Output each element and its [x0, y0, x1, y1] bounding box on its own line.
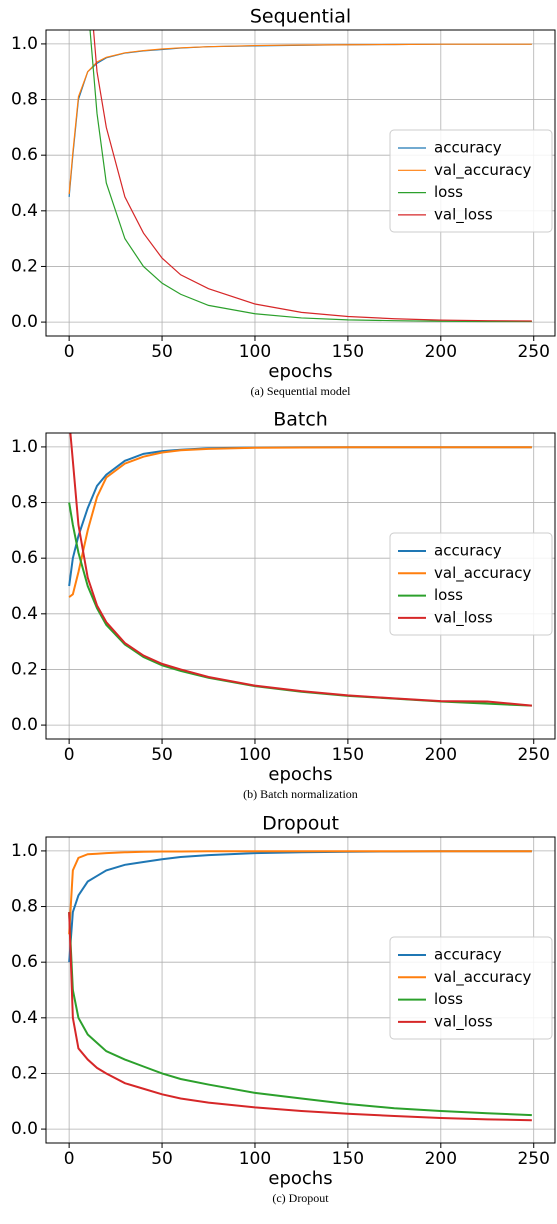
x-tick-label: 0	[64, 745, 75, 765]
y-tick-label: 0.6	[11, 548, 38, 568]
legend-label: accuracy	[434, 139, 502, 157]
series-line	[69, 433, 532, 707]
x-tick-label: 0	[64, 342, 75, 362]
x-tick-label: 250	[517, 342, 549, 362]
legend-box	[389, 129, 553, 233]
y-tick-label: 0.0	[11, 715, 38, 735]
y-tick-label: 0.0	[11, 1119, 38, 1139]
x-axis-label: epochs	[268, 1168, 332, 1189]
legend-box	[389, 532, 553, 636]
legend-label: accuracy	[434, 542, 502, 560]
subplot: Batch 0 50 100 150 200 250 0.0 0.2 0.4 0.6 0.8 1.0 ep…	[11, 409, 556, 801]
caption: (a) Sequential model	[251, 384, 352, 398]
series-line	[68, 912, 532, 1122]
y-tick-label: 0.6	[11, 145, 38, 165]
x-tick-label: 150	[332, 342, 364, 362]
y-tick-label: 0.4	[11, 201, 38, 221]
legend-label: val_accuracy	[434, 161, 532, 180]
y-tick-label: 0.2	[11, 1063, 38, 1083]
y-tick-label: 0.2	[11, 659, 38, 679]
x-tick-label: 200	[425, 342, 457, 362]
subplot: Sequential 0 50 100 150 200 250 0.0 0.2 0.4 0.6 0.8…	[11, 6, 556, 398]
x-tick-label: 150	[332, 1149, 364, 1169]
y-tick-label: 0.0	[11, 312, 38, 332]
chart-title: Batch	[273, 409, 328, 431]
subplot: Dropout 0 50 100 150 200 250 0.0 0.2 0.4 0.6 0.8 1.0…	[11, 813, 556, 1205]
y-tick-label: 0.2	[11, 256, 38, 276]
x-tick-label: 50	[151, 745, 173, 765]
legend-box	[389, 936, 553, 1040]
x-tick-label: 50	[151, 342, 173, 362]
caption: (b) Batch normalization	[243, 787, 358, 801]
legend-label: loss	[434, 586, 463, 604]
x-tick-label: 150	[332, 745, 364, 765]
x-tick-label: 250	[517, 1149, 549, 1169]
legend-label: val_loss	[434, 205, 493, 224]
series-line	[89, 30, 532, 323]
axes-frame	[45, 836, 556, 1144]
axes-frame	[45, 432, 556, 740]
legend-label: loss	[434, 183, 463, 201]
series-line	[92, 30, 532, 322]
legend-label: val_loss	[434, 608, 493, 627]
x-tick-label: 0	[64, 1149, 75, 1169]
legend-label: val_loss	[434, 1012, 493, 1031]
legend-label: accuracy	[434, 946, 502, 964]
x-tick-label: 100	[239, 1149, 271, 1169]
chart-title: Sequential	[250, 6, 351, 28]
legend-label: loss	[434, 990, 463, 1008]
x-tick-label: 100	[239, 745, 271, 765]
x-tick-label: 250	[517, 745, 549, 765]
legend-label: val_accuracy	[434, 968, 532, 987]
y-tick-label: 1.0	[11, 841, 38, 861]
y-tick-label: 0.8	[11, 897, 38, 917]
y-tick-label: 0.4	[11, 1008, 38, 1028]
series-line	[68, 43, 532, 195]
x-axis-label: epochs	[268, 764, 332, 785]
y-tick-label: 0.8	[11, 493, 38, 513]
y-tick-label: 0.8	[11, 90, 38, 110]
axes-frame	[45, 29, 556, 337]
y-tick-label: 1.0	[11, 437, 38, 457]
y-tick-label: 1.0	[11, 34, 38, 54]
series-line	[68, 446, 532, 598]
x-tick-label: 200	[425, 745, 457, 765]
x-tick-label: 50	[151, 1149, 173, 1169]
x-tick-label: 200	[425, 1149, 457, 1169]
y-tick-label: 0.6	[11, 952, 38, 972]
y-tick-label: 0.4	[11, 604, 38, 624]
chart-title: Dropout	[262, 813, 339, 835]
series-line	[68, 850, 532, 935]
series-line	[68, 912, 532, 1117]
caption: (c) Dropout	[272, 1191, 329, 1205]
x-axis-label: epochs	[268, 361, 332, 382]
x-tick-label: 100	[239, 342, 271, 362]
legend-label: val_accuracy	[434, 564, 532, 583]
